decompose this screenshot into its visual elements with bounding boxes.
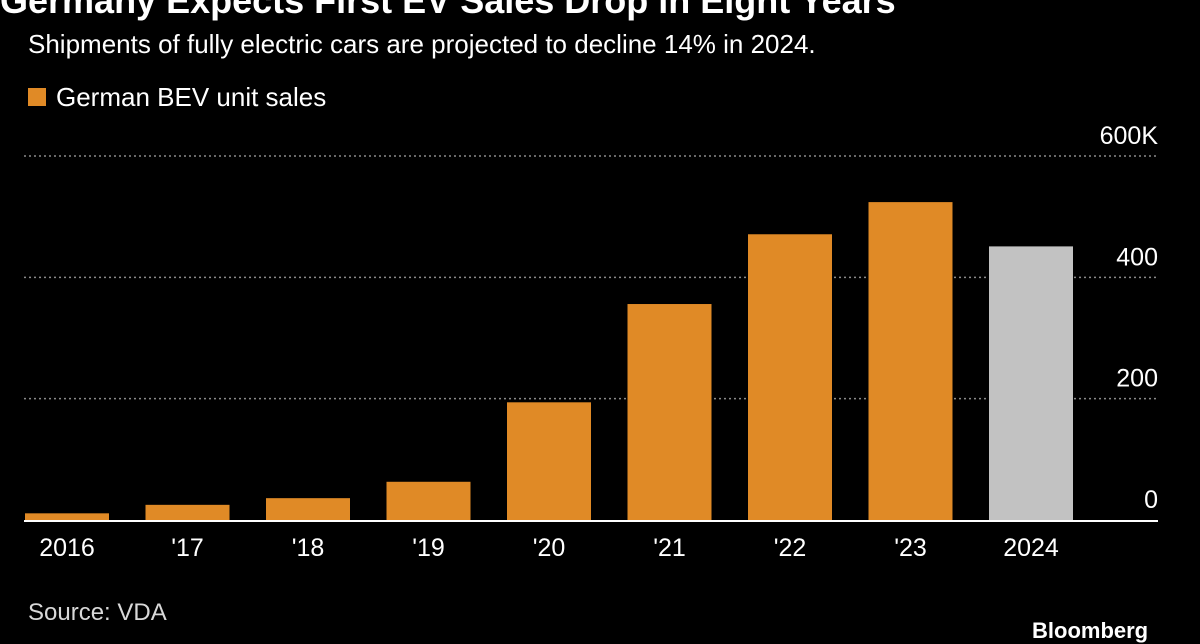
y-tick-label: 0 <box>1144 486 1158 514</box>
x-tick-label: '19 <box>412 534 445 562</box>
bar <box>627 304 712 520</box>
x-tick-label: '22 <box>774 534 807 562</box>
bar <box>145 504 230 520</box>
x-tick-label: '18 <box>292 534 325 562</box>
legend-label: German BEV unit sales <box>56 82 327 112</box>
bar <box>868 202 953 520</box>
source-note: Source: VDA <box>28 599 167 626</box>
bar <box>989 246 1073 521</box>
y-tick-label: 400 <box>1116 243 1158 271</box>
y-tick-label: 600K <box>1100 122 1159 150</box>
x-tick-label: '23 <box>894 534 927 562</box>
x-tick-label: 2016 <box>39 534 95 562</box>
bar <box>386 481 471 520</box>
bar <box>748 234 832 520</box>
bar-chart: 0 200 400 600K 2016 '17 '18 '19 '20 '21 '22 '23 2024 <box>24 122 1159 562</box>
legend: German BEV unit sales <box>28 82 326 112</box>
bloomberg-logo: Bloomberg <box>1032 618 1149 643</box>
bar <box>507 402 591 520</box>
bar <box>25 513 109 520</box>
chart-title: Germany Expects First EV Sales Drop in E… <box>0 0 896 21</box>
legend-swatch <box>28 88 46 106</box>
bar <box>266 498 350 520</box>
x-tick-label: 2024 <box>1003 534 1059 562</box>
x-tick-label: '20 <box>533 534 566 562</box>
x-tick-label: '17 <box>171 534 204 562</box>
y-tick-label: 200 <box>1116 365 1158 393</box>
x-tick-label: '21 <box>653 534 686 562</box>
chart-subtitle: Shipments of fully electric cars are pro… <box>28 29 816 59</box>
